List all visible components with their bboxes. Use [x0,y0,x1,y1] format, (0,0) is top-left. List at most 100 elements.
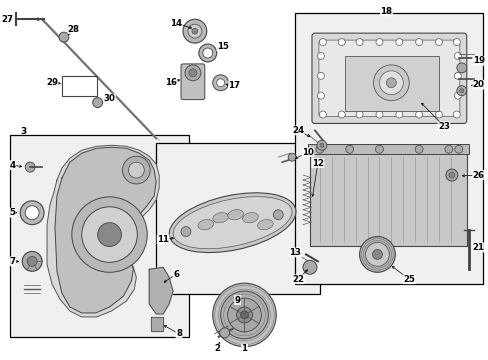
Ellipse shape [242,213,258,223]
Circle shape [187,24,202,38]
Circle shape [355,111,362,118]
Circle shape [319,143,323,147]
Circle shape [287,153,296,161]
Circle shape [188,69,197,77]
FancyBboxPatch shape [311,33,466,123]
Circle shape [25,162,35,172]
Polygon shape [55,147,156,313]
Bar [10,135,188,337]
Ellipse shape [198,220,213,230]
Text: 18: 18 [380,7,391,16]
Circle shape [372,249,382,260]
Circle shape [414,145,422,153]
Circle shape [227,298,261,332]
Circle shape [303,260,316,274]
Bar [309,152,466,247]
Circle shape [338,111,345,118]
Text: 1: 1 [241,344,247,353]
Bar [156,143,319,294]
Circle shape [236,307,252,323]
Text: 25: 25 [403,275,414,284]
Circle shape [435,111,442,118]
Circle shape [445,169,457,181]
Circle shape [338,39,345,46]
Text: 3: 3 [20,127,26,136]
Bar [307,144,468,154]
Circle shape [184,65,201,81]
Circle shape [373,65,408,100]
Circle shape [415,111,422,118]
Circle shape [317,92,324,99]
Circle shape [25,206,39,220]
Circle shape [216,79,224,87]
Circle shape [72,197,147,272]
Polygon shape [149,267,173,314]
Text: 23: 23 [437,122,449,131]
Circle shape [273,210,283,220]
Bar [344,56,438,111]
FancyBboxPatch shape [181,64,204,100]
Circle shape [359,237,394,272]
Text: 16: 16 [165,78,177,87]
Text: 19: 19 [472,57,484,66]
Text: 29: 29 [46,78,58,87]
Text: 8: 8 [176,329,182,338]
Circle shape [379,71,403,95]
Circle shape [448,172,454,178]
FancyBboxPatch shape [318,40,459,117]
Circle shape [212,283,276,347]
Text: 12: 12 [311,159,323,168]
Text: 7: 7 [9,257,15,266]
Circle shape [444,145,452,153]
Circle shape [459,89,463,93]
Circle shape [355,39,362,46]
Text: 17: 17 [228,81,240,90]
Circle shape [375,145,383,153]
Circle shape [81,207,137,262]
Text: 14: 14 [170,19,182,28]
Circle shape [93,98,102,108]
Circle shape [199,44,216,62]
Ellipse shape [227,210,243,220]
Circle shape [386,78,395,88]
Text: 2: 2 [214,344,220,353]
Text: 4: 4 [9,161,15,170]
Circle shape [315,145,323,153]
Text: 28: 28 [68,25,80,34]
Circle shape [452,111,459,118]
Text: 26: 26 [472,171,484,180]
Circle shape [59,32,69,42]
Text: 24: 24 [291,126,304,135]
Circle shape [22,251,42,271]
Circle shape [454,145,462,153]
Text: 15: 15 [216,41,228,50]
Circle shape [128,162,144,178]
Circle shape [317,72,324,79]
Text: 13: 13 [288,248,301,257]
Text: 21: 21 [472,243,484,252]
Text: 11: 11 [157,235,169,244]
Circle shape [453,53,460,59]
Circle shape [375,111,382,118]
Circle shape [395,39,402,46]
Ellipse shape [257,220,273,230]
Circle shape [240,311,248,319]
Text: 5: 5 [9,208,15,217]
Circle shape [27,256,37,266]
Text: 22: 22 [291,275,304,284]
Bar [62,76,97,96]
Bar [294,13,482,284]
Circle shape [453,72,460,79]
Circle shape [203,48,212,58]
Ellipse shape [212,213,228,223]
Circle shape [456,63,466,73]
Circle shape [183,19,206,43]
Circle shape [435,39,442,46]
Text: 18: 18 [379,7,392,16]
Text: 10: 10 [302,148,313,157]
Circle shape [316,140,326,150]
Text: 9: 9 [234,296,240,305]
Circle shape [453,92,460,99]
Circle shape [20,201,44,225]
Circle shape [365,243,388,266]
